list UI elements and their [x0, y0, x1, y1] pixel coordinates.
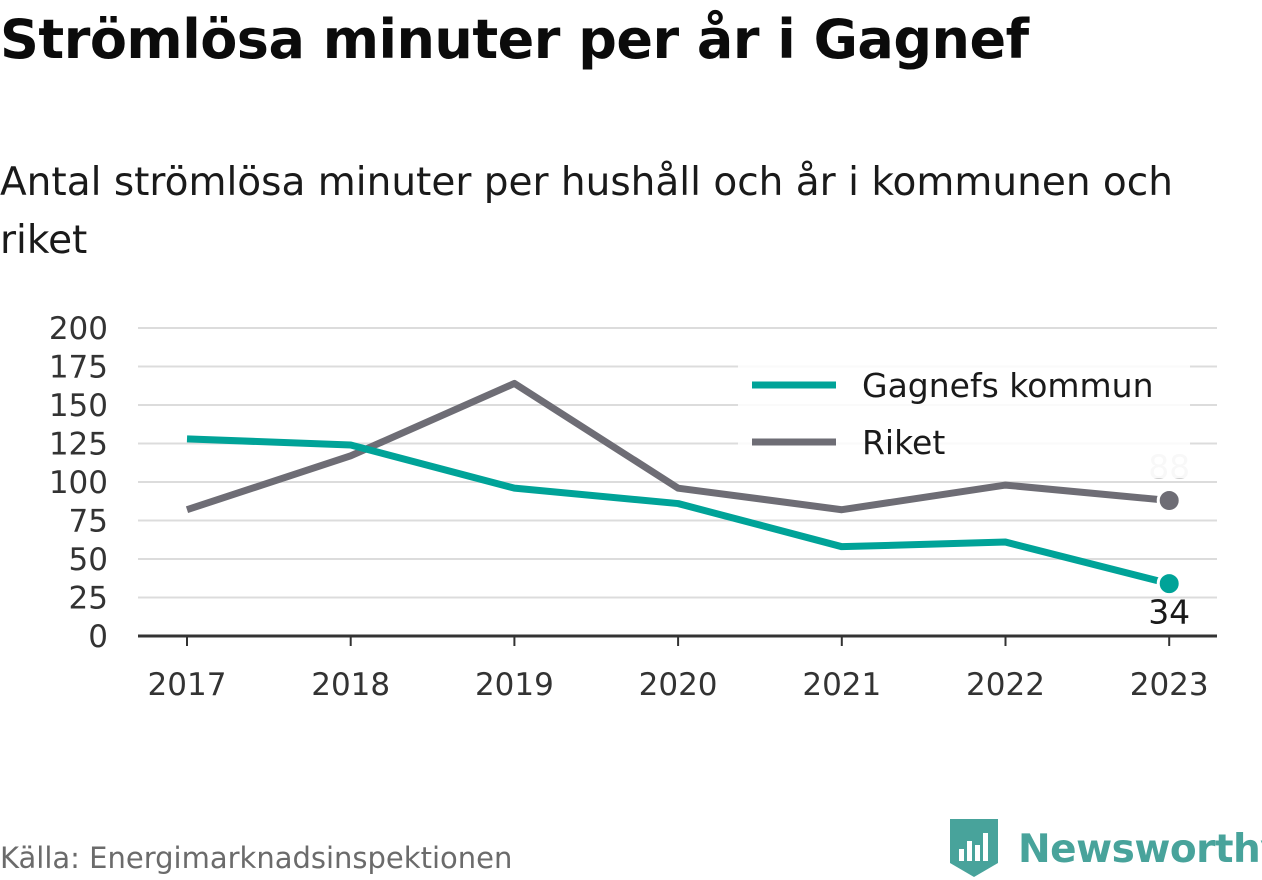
x-tick-label: 2018	[311, 667, 390, 703]
y-tick-label: 50	[69, 542, 108, 578]
source-note: Källa: Energimarknadsinspektionen	[0, 841, 513, 875]
x-tick-label: 2023	[1130, 667, 1209, 703]
end-point-marker	[1156, 571, 1182, 597]
y-tick-label: 175	[49, 350, 108, 386]
x-tick-label: 2022	[966, 667, 1045, 703]
x-tick-label: 2019	[475, 667, 554, 703]
brand-name: Newsworthy	[1018, 826, 1262, 872]
chart-subtitle: Antal strömlösa minuter per hushåll och …	[0, 160, 1173, 263]
x-tick-label: 2017	[148, 667, 227, 703]
y-tick-label: 0	[88, 619, 108, 655]
x-tick-label: 2020	[639, 667, 718, 703]
y-tick-label: 25	[69, 581, 108, 617]
y-tick-label: 75	[69, 504, 108, 540]
x-tick-label: 2021	[802, 667, 881, 703]
y-tick-label: 100	[49, 465, 108, 501]
y-tick-label: 200	[49, 311, 108, 347]
brand-logo: Newsworthy	[950, 818, 1262, 880]
y-tick-label: 125	[49, 427, 108, 463]
legend-background	[738, 360, 1190, 478]
chart-title: Strömlösa minuter per år i Gagnef	[0, 8, 1029, 71]
legend-label: Gagnefs kommun	[862, 366, 1154, 405]
end-point-marker	[1156, 487, 1182, 513]
end-value-label: 34	[1148, 593, 1190, 632]
series-line-gagnefs-kommun	[186, 435, 1171, 588]
series-line-riket	[185, 379, 1170, 514]
legend-label: Riket	[862, 423, 945, 462]
y-tick-label: 150	[49, 388, 108, 424]
newsworthy-bar-chart-icon	[950, 819, 998, 877]
